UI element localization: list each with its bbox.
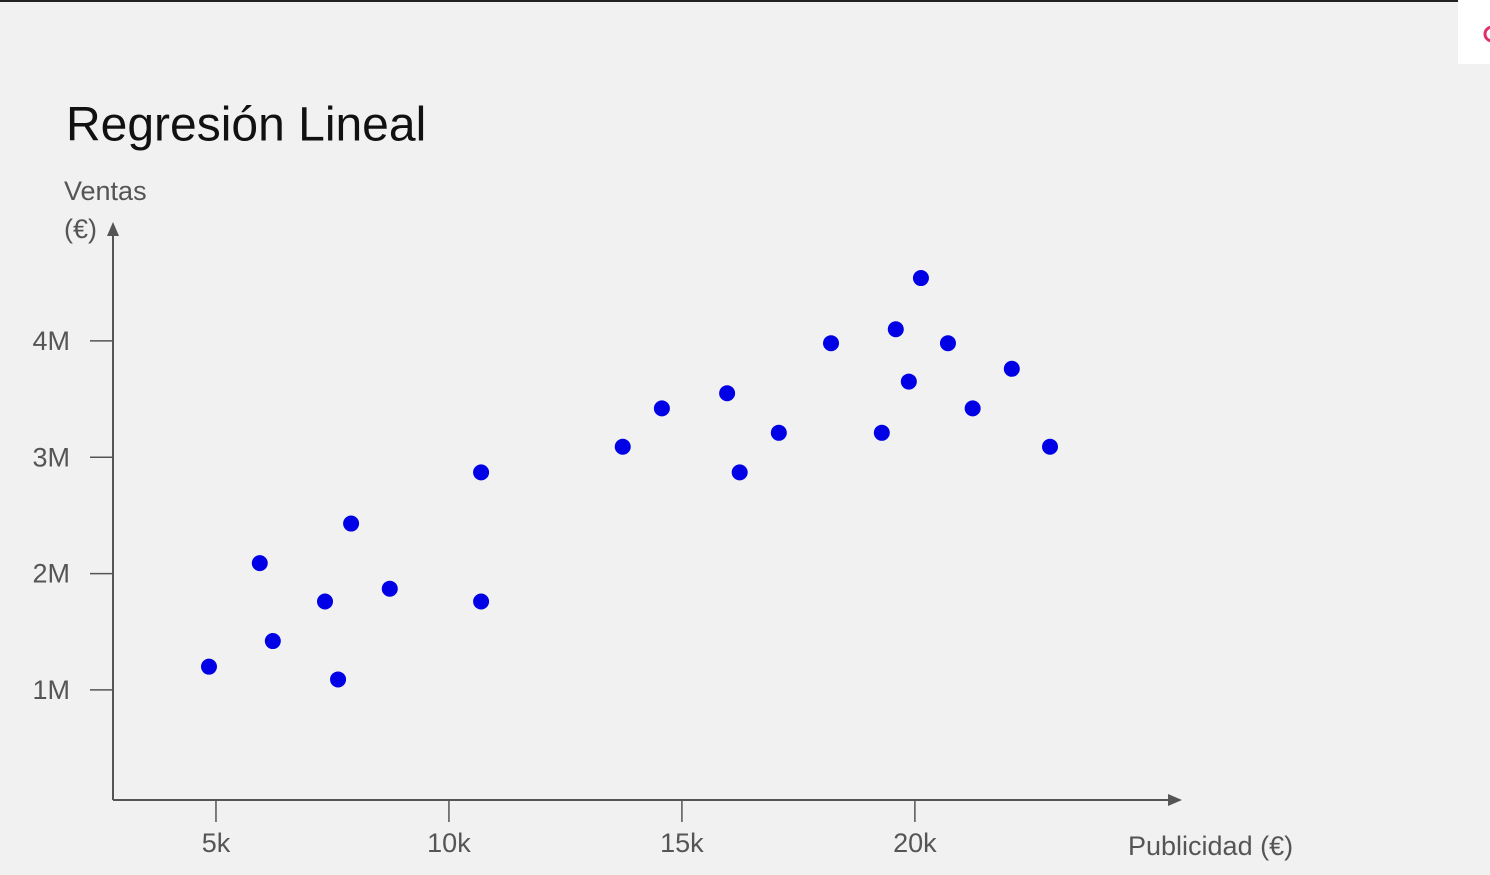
y-tick-label: 2M — [32, 559, 70, 589]
point — [731, 464, 748, 481]
point — [343, 515, 360, 532]
x-axis-arrow — [1168, 794, 1182, 806]
y-tick-label: 1M — [32, 675, 70, 705]
point — [614, 438, 631, 455]
point — [939, 335, 956, 352]
point — [1042, 438, 1059, 455]
x-tick-label: 5k — [202, 828, 231, 858]
point — [719, 385, 736, 402]
point — [330, 671, 347, 688]
point — [381, 580, 398, 597]
point — [900, 373, 917, 390]
x-tick-label: 20k — [893, 828, 937, 858]
y-tick-label: 3M — [32, 442, 70, 472]
point — [653, 400, 670, 417]
point — [473, 593, 490, 610]
point — [823, 335, 840, 352]
y-axis-label: (€) — [64, 214, 97, 244]
chart-title: Regresión Lineal — [66, 99, 426, 152]
point — [912, 270, 929, 287]
point — [251, 555, 268, 572]
y-axis-label: Ventas — [64, 176, 147, 206]
x-tick-label: 15k — [660, 828, 704, 858]
x-axis-label: Publicidad (€) — [1128, 831, 1293, 861]
point — [200, 658, 217, 675]
x-tick-label: 10k — [427, 828, 471, 858]
point — [1003, 360, 1020, 377]
point — [873, 424, 890, 441]
y-axis-arrow — [107, 222, 119, 236]
point — [264, 633, 281, 650]
tab-icon — [1483, 25, 1490, 43]
point — [473, 464, 490, 481]
point — [770, 424, 787, 441]
y-tick-label: 4M — [32, 326, 70, 356]
point — [964, 400, 981, 417]
point — [887, 321, 904, 338]
point — [317, 593, 334, 610]
top-border — [0, 0, 1490, 2]
